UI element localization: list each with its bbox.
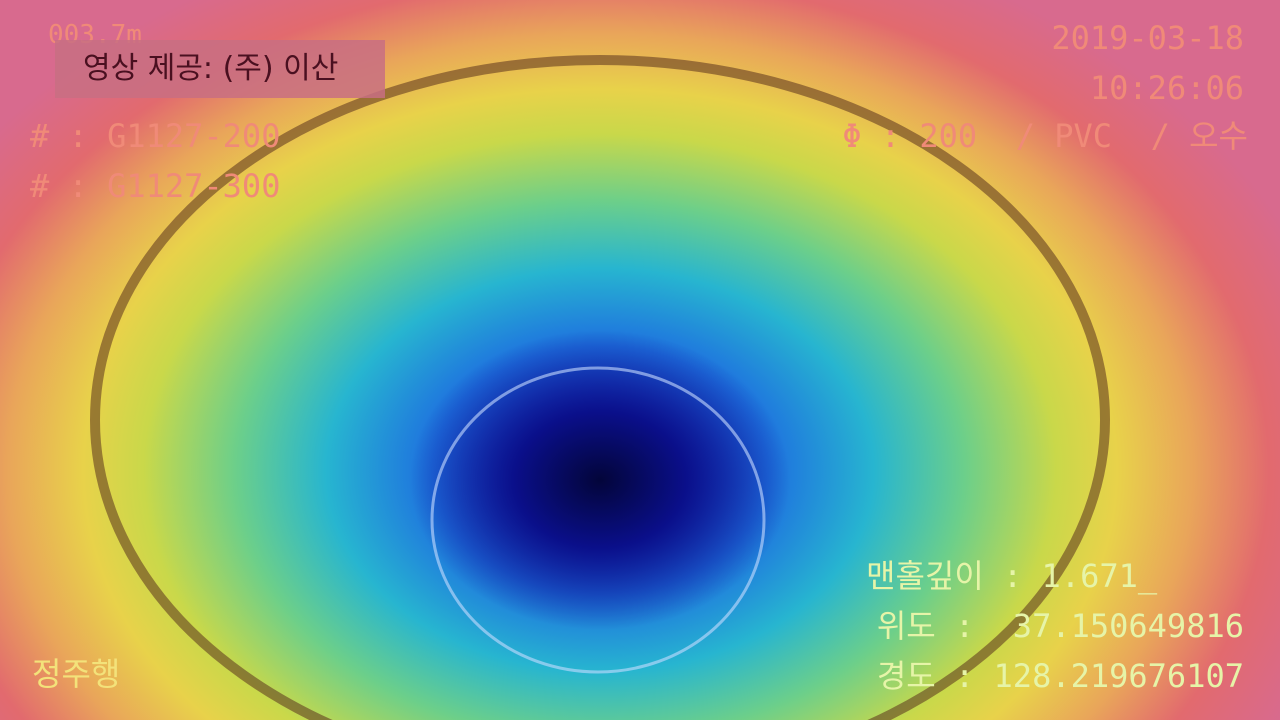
pipe-id: # : G1127-200 [30, 117, 281, 155]
direction: 정주행 [32, 655, 121, 693]
credit-label: 영상 제공: (주) 이산 [55, 40, 385, 98]
inner-joint-ring [430, 366, 766, 674]
pipe-id: # : G1127-300 [30, 167, 281, 205]
pipe-spec: Φ : 200 / PVC / 오수 [842, 117, 1248, 155]
longitude: 경도 : 128.219676107 [876, 657, 1244, 695]
time: 10:26:06 [1089, 69, 1244, 107]
date: 2019-03-18 [1051, 19, 1244, 57]
manhole-depth: 맨홀깊이 : 1.671_ [866, 557, 1158, 595]
latitude: 위도 : 37.150649816 [876, 607, 1244, 645]
outer-joint-ring [90, 55, 1110, 720]
